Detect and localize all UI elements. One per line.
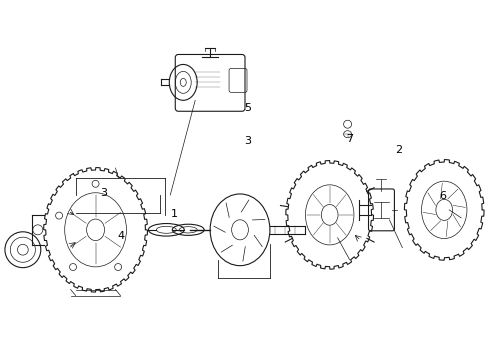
Text: 2: 2 xyxy=(395,144,402,154)
Text: 7: 7 xyxy=(346,134,353,144)
Text: 6: 6 xyxy=(439,191,446,201)
Text: 1: 1 xyxy=(171,209,178,219)
Text: 4: 4 xyxy=(117,231,124,240)
Text: 3: 3 xyxy=(100,188,107,198)
Text: 3: 3 xyxy=(244,136,251,145)
Text: 5: 5 xyxy=(244,103,251,113)
